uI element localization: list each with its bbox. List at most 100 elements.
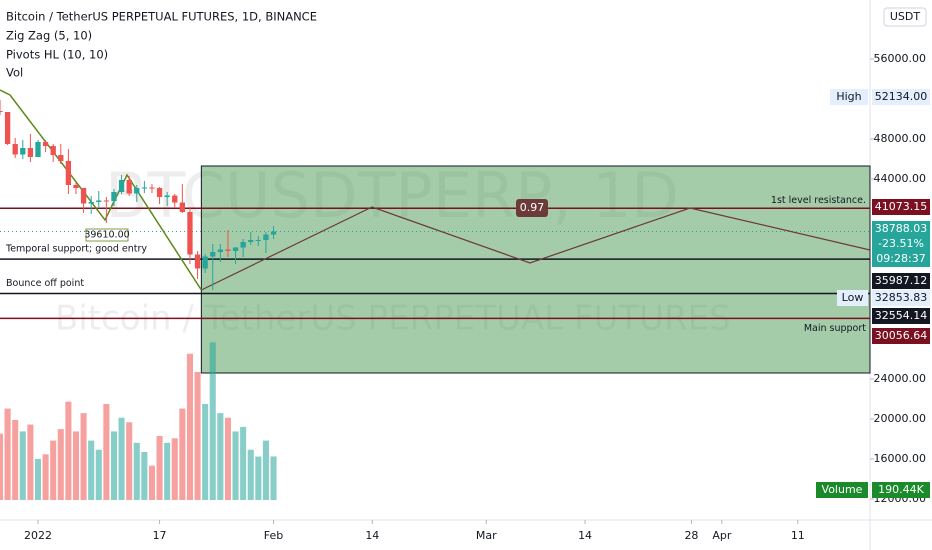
volume-bar bbox=[209, 342, 216, 500]
candle-body bbox=[248, 240, 254, 242]
price-tag: Low bbox=[842, 291, 864, 304]
volume-bar bbox=[141, 452, 148, 500]
indicator: Vol bbox=[6, 66, 23, 80]
candle-body bbox=[141, 187, 148, 189]
candle-body bbox=[232, 247, 239, 251]
x-tick-label: Apr bbox=[712, 529, 732, 542]
currency-button[interactable] bbox=[883, 7, 927, 27]
volume-bar bbox=[148, 465, 156, 500]
candle-body bbox=[96, 200, 102, 202]
price-label-box bbox=[872, 251, 930, 267]
level-label: Main support bbox=[804, 323, 866, 334]
y-tick-label: 48000.00 bbox=[874, 132, 927, 145]
price-label: 190.44K bbox=[878, 483, 924, 496]
price-label: 30056.64 bbox=[875, 329, 928, 342]
price-label: 32853.83 bbox=[875, 291, 928, 304]
price-label: 35987.12 bbox=[875, 274, 928, 287]
chart-title: Bitcoin / TetherUS PERPETUAL FUTURES, 1D… bbox=[6, 10, 317, 24]
x-tick-label: 11 bbox=[791, 529, 805, 542]
price-label: 09:28:37 bbox=[876, 252, 925, 265]
volume-bar bbox=[156, 436, 163, 500]
volume-bar bbox=[72, 431, 80, 500]
price-label: -23.51% bbox=[878, 237, 924, 250]
volume-bar bbox=[118, 417, 125, 500]
zigzag bbox=[0, 89, 202, 291]
volume-bar bbox=[65, 401, 72, 500]
candle-body bbox=[27, 148, 34, 157]
price-label-box bbox=[872, 290, 930, 306]
x-tick-label: 17 bbox=[153, 529, 167, 542]
volume-bar bbox=[0, 433, 4, 500]
price-label: 38788.03 bbox=[875, 222, 928, 235]
candle-body bbox=[149, 187, 155, 189]
volume-bar bbox=[88, 440, 95, 500]
price-label-box bbox=[872, 308, 930, 324]
candle-body bbox=[35, 142, 41, 157]
volume-bar bbox=[12, 420, 19, 500]
candle-body bbox=[12, 144, 18, 155]
volume-bar bbox=[270, 456, 277, 500]
candle-body bbox=[65, 161, 72, 185]
price-label-box bbox=[872, 199, 930, 215]
volume-bar bbox=[224, 417, 231, 500]
volume-bar bbox=[133, 442, 140, 500]
volume-bar bbox=[247, 449, 254, 500]
y-tick-label: 20000.00 bbox=[874, 412, 927, 425]
price-label-box bbox=[872, 236, 930, 252]
candle-body bbox=[194, 254, 201, 269]
indicator: Pivots HL (10, 10) bbox=[6, 48, 108, 62]
volume-bar bbox=[95, 449, 102, 500]
indicator: Zig Zag (5, 10) bbox=[6, 29, 92, 43]
volume-bar bbox=[42, 454, 49, 500]
volume-bar bbox=[262, 440, 269, 500]
price-label-box bbox=[872, 273, 930, 289]
volume-bar bbox=[202, 404, 209, 500]
candle-body bbox=[179, 202, 186, 212]
candle-body bbox=[164, 195, 170, 197]
volume-bar bbox=[103, 404, 110, 500]
zigzag-label: 39610.00 bbox=[84, 230, 129, 241]
price-label: 32554.14 bbox=[875, 309, 928, 322]
candle-body bbox=[80, 188, 87, 204]
candle-body bbox=[270, 231, 277, 235]
candle-body bbox=[240, 242, 246, 248]
volume-bar bbox=[232, 431, 239, 500]
price-label: 41073.15 bbox=[875, 200, 928, 213]
x-tick-label: 14 bbox=[578, 529, 592, 542]
candle-body bbox=[134, 188, 140, 194]
volume-bar bbox=[50, 440, 57, 500]
zone bbox=[200, 165, 871, 374]
candle-body bbox=[255, 240, 261, 241]
ratio-badge bbox=[516, 199, 548, 217]
y-tick-label: 44000.00 bbox=[874, 172, 927, 185]
candle-body bbox=[50, 146, 56, 155]
price-label-box bbox=[872, 89, 930, 105]
candle-body bbox=[187, 212, 193, 255]
candle-body bbox=[156, 188, 163, 197]
price-tag-box bbox=[830, 89, 868, 105]
x-tick-label: 14 bbox=[365, 529, 379, 542]
candle-body bbox=[210, 252, 216, 257]
candle-body bbox=[217, 249, 224, 252]
candle-body bbox=[88, 202, 94, 204]
candle-body bbox=[4, 112, 11, 144]
price-tag: High bbox=[836, 90, 861, 103]
y-tick-label: 24000.00 bbox=[874, 372, 927, 385]
volume-bar bbox=[240, 426, 247, 500]
volume-bar bbox=[110, 431, 118, 500]
currency[interactable]: USDT bbox=[890, 10, 921, 23]
volume-bar bbox=[164, 442, 171, 500]
candle-body bbox=[225, 249, 231, 251]
volume-bar bbox=[80, 413, 87, 500]
x-tick-label: Feb bbox=[264, 529, 283, 542]
volume-bar bbox=[255, 456, 262, 500]
candle-body bbox=[58, 155, 64, 161]
candle-body bbox=[202, 256, 208, 269]
zigzag-badge bbox=[85, 228, 129, 242]
volume-bar bbox=[126, 422, 133, 500]
price-label-box bbox=[872, 482, 930, 498]
projection bbox=[201, 206, 871, 291]
x-tick-label: Mar bbox=[476, 529, 497, 542]
volume-bar bbox=[171, 438, 178, 500]
